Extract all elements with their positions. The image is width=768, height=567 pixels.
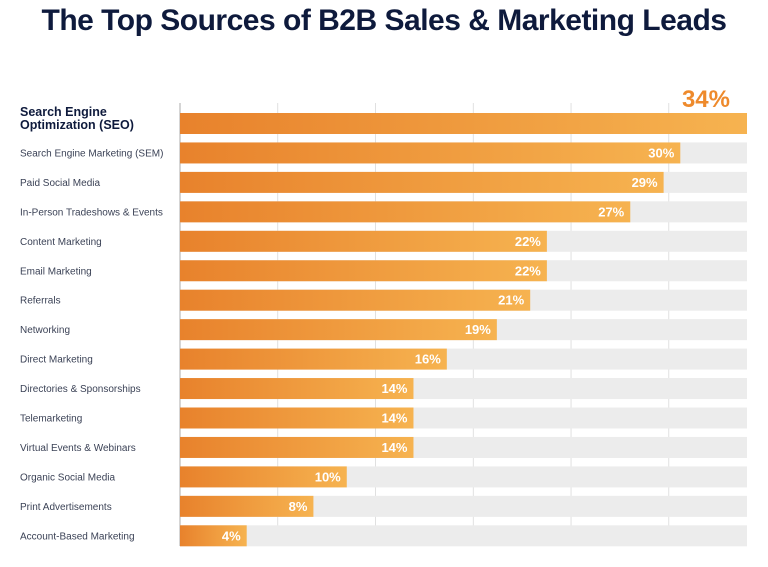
category-label: Search Engine Optimization (SEO) (20, 105, 134, 132)
bar (180, 201, 631, 223)
category-label: In-Person Tradeshows & Events (20, 207, 163, 218)
category-label: Telemarketing (20, 414, 82, 425)
value-label: 22% (515, 263, 541, 278)
chart-title: The Top Sources of B2B Sales & Marketing… (41, 4, 727, 37)
bar (180, 407, 414, 429)
bar (180, 171, 664, 193)
bar (180, 348, 447, 370)
value-label: 14% (381, 411, 407, 426)
category-label: Networking (20, 325, 70, 336)
value-label: 4% (222, 528, 241, 543)
bar (180, 230, 547, 252)
bar (180, 260, 547, 282)
bar (180, 436, 414, 458)
category-label: Virtual Events & Webinars (20, 443, 136, 454)
category-label: Organic Social Media (20, 472, 115, 483)
value-label: 29% (632, 175, 658, 190)
value-label: 16% (415, 352, 441, 367)
bar (180, 319, 497, 341)
value-label: 21% (498, 293, 524, 308)
category-label: Account-Based Marketing (20, 531, 135, 542)
category-label: Print Advertisements (20, 502, 112, 513)
category-label: Content Marketing (20, 237, 102, 248)
category-label: Directories & Sponsorships (20, 384, 141, 395)
value-label: 14% (381, 440, 407, 455)
value-label: 30% (648, 145, 674, 160)
value-label: 22% (515, 234, 541, 249)
value-label: 8% (289, 499, 308, 514)
bar (180, 495, 314, 517)
bar-track (180, 495, 747, 517)
bar (180, 289, 531, 311)
value-labels: 34% 30% 29% 27% 22% 22% 21% 19% 16% 14% 14% 14% 10% 8… (222, 86, 730, 543)
value-label: 34% (682, 86, 730, 113)
bars (180, 113, 747, 547)
value-label: 19% (465, 322, 491, 337)
bar (180, 525, 247, 547)
value-label: 14% (381, 381, 407, 396)
category-label: Direct Marketing (20, 355, 93, 366)
bar (180, 378, 414, 400)
bar-track (180, 525, 747, 547)
category-labels: Search Engine Optimization (SEO) Search En… (20, 105, 163, 542)
bar (180, 466, 347, 488)
bar (180, 113, 747, 134)
category-label: Referrals (20, 296, 61, 307)
category-label: Search Engine Marketing (SEM) (20, 148, 163, 159)
value-label: 10% (315, 469, 341, 484)
category-label: Paid Social Media (20, 178, 100, 189)
bar (180, 142, 681, 164)
value-label: 27% (598, 204, 624, 219)
category-label: Email Marketing (20, 266, 92, 277)
